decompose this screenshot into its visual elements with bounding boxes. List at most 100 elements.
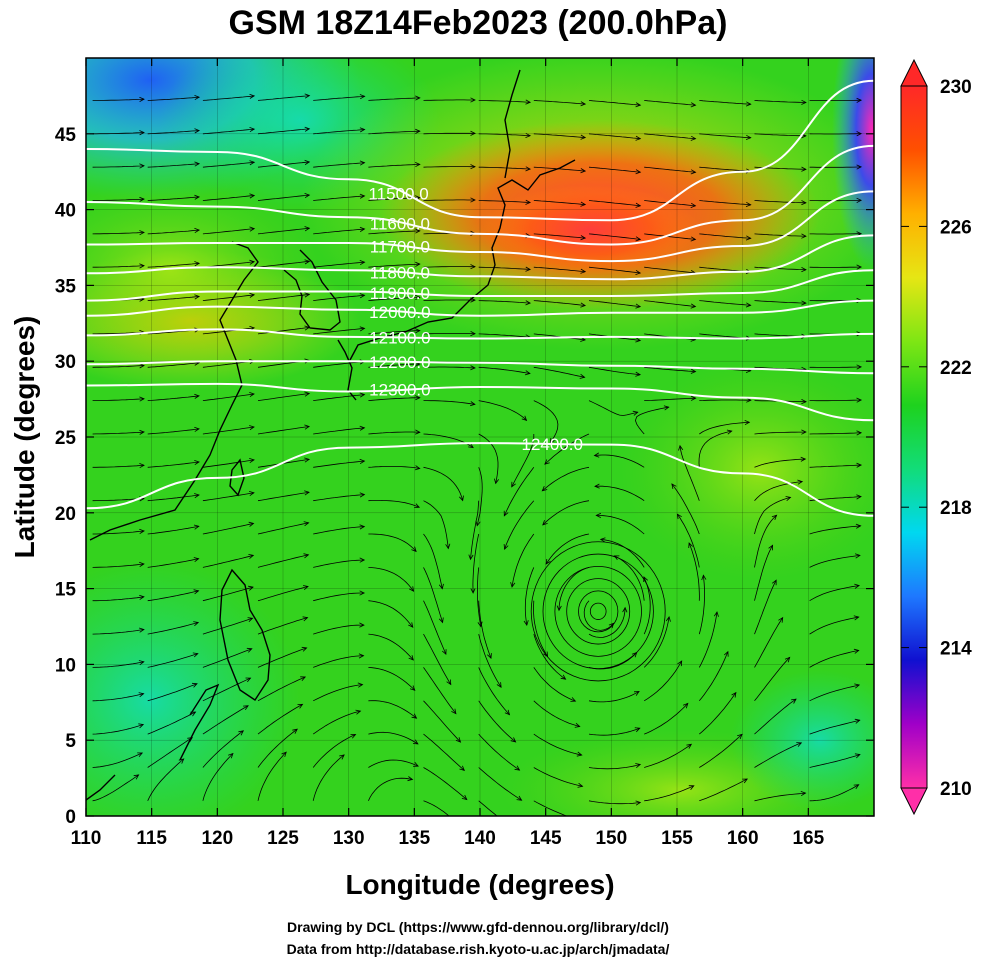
streamline — [809, 233, 862, 235]
streamline — [257, 227, 310, 235]
streamline — [423, 333, 476, 335]
streamline — [202, 294, 255, 301]
streamline — [754, 300, 806, 304]
streamline — [202, 327, 255, 335]
streamline — [809, 719, 860, 735]
streamline-arrowhead — [514, 765, 521, 771]
streamline-arrowhead — [678, 444, 684, 451]
streamline-arrowhead — [411, 546, 417, 553]
streamline — [644, 166, 696, 173]
streamline-arrowhead — [516, 795, 523, 801]
streamline-arrowhead — [304, 193, 311, 199]
y-tick-label: 15 — [55, 580, 77, 601]
streamline-arrowhead — [292, 728, 298, 734]
coastline-kyushu — [337, 339, 357, 401]
streamline — [588, 764, 641, 770]
streamline — [533, 266, 586, 273]
streamline-arrowhead — [801, 200, 807, 206]
streamline — [478, 200, 531, 203]
streamline — [147, 229, 200, 235]
streamline-arrowhead — [677, 660, 683, 667]
streamline — [533, 700, 580, 727]
streamline-arrowhead — [690, 395, 697, 401]
contour-line — [86, 269, 874, 302]
streamline — [368, 431, 420, 435]
streamline — [699, 166, 751, 172]
streamline-arrowhead — [415, 429, 421, 435]
streamline-arrowhead — [470, 264, 476, 270]
streamline-arrowhead — [304, 292, 311, 298]
x-tick-label: 115 — [136, 828, 167, 849]
streamline-arrowhead — [785, 496, 792, 502]
streamline-arrowhead — [856, 164, 863, 170]
streamline — [754, 698, 797, 735]
streamline-arrowhead — [238, 730, 245, 736]
streamline-arrowhead — [580, 168, 587, 174]
streamline-arrowhead — [635, 202, 642, 208]
streamline — [698, 430, 732, 468]
streamline-arrowhead — [243, 705, 249, 711]
streamline-arrowhead — [580, 302, 587, 308]
streamline-arrowhead — [580, 336, 587, 342]
vortex-streamline — [530, 541, 666, 682]
streamline-arrowhead — [731, 691, 737, 698]
streamline-arrowhead — [470, 365, 476, 371]
streamline-arrowhead — [359, 458, 366, 465]
streamline-arrowhead — [470, 164, 476, 170]
streamline-arrowhead — [138, 627, 145, 633]
streamline-arrowhead — [744, 420, 751, 426]
streamline-arrowhead — [468, 443, 474, 449]
streamline-arrowhead — [194, 294, 201, 300]
streamline — [147, 196, 200, 201]
y-tick-label: 30 — [55, 352, 76, 373]
streamline-arrowhead — [415, 228, 421, 234]
y-tick-label: 20 — [55, 504, 76, 525]
streamline-arrowhead — [415, 328, 421, 334]
streamline — [202, 95, 255, 101]
streamline — [257, 327, 310, 335]
streamline-arrowhead — [745, 201, 752, 207]
streamline-arrowhead — [854, 553, 861, 559]
streamline-arrowhead — [688, 785, 695, 790]
streamline-arrowhead — [690, 135, 697, 141]
streamline — [368, 397, 420, 401]
streamline — [423, 633, 452, 685]
streamline — [588, 133, 641, 140]
streamline-arrowhead — [359, 590, 366, 596]
streamline — [202, 586, 254, 602]
colorbar-gradient — [900, 85, 928, 789]
streamline — [754, 233, 806, 237]
streamline — [644, 397, 696, 401]
streamline-arrowhead — [246, 647, 253, 653]
streamline-arrowhead — [359, 392, 366, 398]
streamline-arrowhead — [613, 555, 620, 561]
streamline-arrowhead — [358, 653, 365, 659]
streamline-arrowhead — [468, 554, 474, 561]
streamline — [313, 228, 365, 235]
streamline — [677, 513, 700, 568]
streamline-arrowhead — [138, 723, 145, 729]
streamline-arrowhead — [359, 557, 366, 563]
streamline-arrowhead — [415, 128, 421, 134]
streamline-arrowhead — [138, 660, 145, 666]
streamline — [368, 533, 417, 552]
streamline-arrowhead — [193, 589, 200, 595]
streamline-arrowhead — [303, 585, 309, 591]
contour-line — [86, 360, 874, 375]
streamline — [257, 703, 303, 735]
x-tick-label: 145 — [530, 828, 562, 849]
streamline-arrowhead — [487, 653, 492, 659]
streamline-arrowhead — [682, 702, 689, 709]
streamline — [257, 393, 310, 401]
streamline-arrowhead — [635, 371, 642, 377]
temperature-field — [86, 58, 874, 816]
streamline — [588, 366, 641, 376]
streamline — [754, 792, 806, 802]
streamline — [643, 576, 651, 635]
streamline-arrowhead — [470, 588, 476, 594]
x-axis: 110 115 120 125 130 135 140 145 150 155 160 165 — [71, 58, 825, 849]
streamline — [147, 362, 200, 368]
vortex-streamline — [554, 565, 642, 657]
streamline-arrowhead — [801, 233, 807, 239]
credit-drawing: Drawing by DCL (https://www.gfd-dennou.o… — [287, 919, 669, 935]
